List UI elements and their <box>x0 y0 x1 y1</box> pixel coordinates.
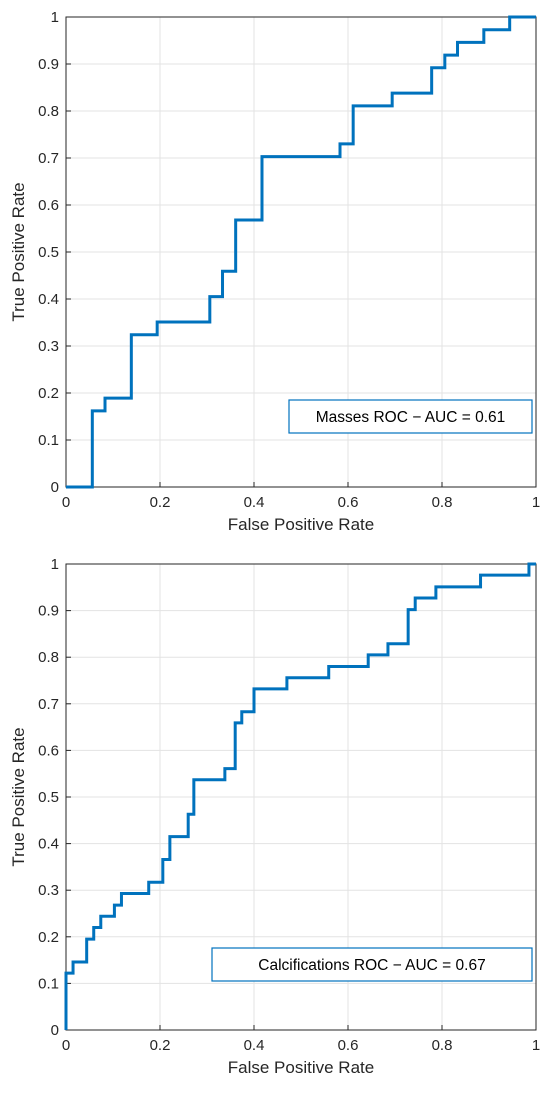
y-tick-label: 0.8 <box>38 649 59 666</box>
legend-box <box>211 947 533 982</box>
legend-entry: Calcifications ROC − AUC = 0.67 <box>258 957 485 974</box>
x-tick-label: 0 <box>62 1037 70 1054</box>
x-tick-label: 1 <box>532 494 540 511</box>
x-axis-label: False Positive Rate <box>228 515 374 534</box>
x-tick-label: 0.6 <box>338 1037 359 1054</box>
y-tick-label: 0 <box>51 1022 59 1039</box>
y-tick-label: 1 <box>51 556 59 573</box>
x-tick-label: 0.4 <box>244 494 265 511</box>
y-tick-label: 0.2 <box>38 385 59 402</box>
y-tick-label: 0.2 <box>38 929 59 946</box>
y-tick-label: 0 <box>51 479 59 496</box>
y-tick-label: 0.4 <box>38 291 59 308</box>
x-tick-label: 0.4 <box>244 1037 265 1054</box>
x-tick-label: 0.6 <box>338 494 359 511</box>
y-tick-label: 1 <box>51 9 59 26</box>
y-tick-label: 0.1 <box>38 432 59 449</box>
y-tick-label: 0.9 <box>38 603 59 620</box>
x-tick-label: 0 <box>62 494 70 511</box>
x-tick-label: 1 <box>532 1037 540 1054</box>
y-axis-label: True Positive Rate <box>9 182 28 321</box>
y-tick-label: 0.8 <box>38 103 59 120</box>
calcifications-roc-plot: 0 0.2 0.4 0.6 0.8 1 0 0.1 0.2 0.3 0.4 0.5 0.6 0.7 0.8 0… <box>9 556 540 1077</box>
y-tick-label: 0.4 <box>38 836 59 853</box>
masses-roc-plot: 0 0.2 0.4 0.6 0.8 1 0 0.1 0.2 0.3 0.4 0.5 0.6 0.7 0.8 0… <box>9 9 540 534</box>
x-tick-label: 0.2 <box>150 494 171 511</box>
x-axis-label: False Positive Rate <box>228 1058 374 1077</box>
legend-box <box>288 399 533 434</box>
y-tick-label: 0.5 <box>38 244 59 261</box>
y-tick-label: 0.7 <box>38 696 59 713</box>
y-tick-label: 0.6 <box>38 742 59 759</box>
y-axis-label: True Positive Rate <box>9 727 28 866</box>
y-tick-label: 0.5 <box>38 789 59 806</box>
legend-entry: Masses ROC − AUC = 0.61 <box>316 409 506 426</box>
y-tick-label: 0.3 <box>38 882 59 899</box>
masses-roc-curve <box>66 15 536 489</box>
x-tick-label: 0.2 <box>150 1037 171 1054</box>
x-tick-label: 0.8 <box>432 494 453 511</box>
y-tick-label: 0.6 <box>38 197 59 214</box>
x-tick-label: 0.8 <box>432 1037 453 1054</box>
y-tick-label: 0.3 <box>38 338 59 355</box>
y-tick-label: 0.9 <box>38 56 59 73</box>
y-tick-label: 0.7 <box>38 150 59 167</box>
y-tick-label: 0.1 <box>38 975 59 992</box>
calcifications-roc-curve <box>64 562 536 1030</box>
